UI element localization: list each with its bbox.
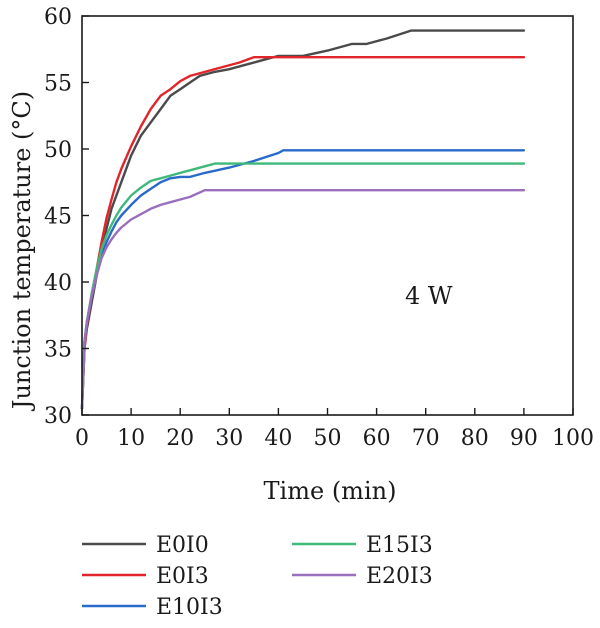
y-tick-label: 55: [44, 72, 72, 97]
x-tick-label: 80: [461, 426, 489, 451]
series-line-e0i0: [80, 29, 526, 410]
plot-frame: [81, 15, 574, 416]
legend-item-e10i3: E10I3: [82, 595, 223, 620]
y-tick-label: 30: [44, 404, 72, 429]
x-tick-label: 100: [552, 426, 594, 451]
legend-item-e0i0: E0I0: [82, 533, 209, 558]
x-tick-label: 60: [363, 426, 391, 451]
x-tick-label: 20: [166, 426, 194, 451]
y-tick-label: 60: [44, 5, 72, 30]
axes-layer: 0 10 20 30 40 50 60 70 80 90 100 30 35 40 45 50 55 60: [44, 5, 594, 451]
legend-label: E15I3: [366, 533, 433, 558]
x-tick-label: 30: [215, 426, 243, 451]
series-layer: [80, 29, 526, 410]
y-tick-label: 45: [44, 205, 72, 230]
legend-label: E20I3: [366, 564, 433, 589]
x-axis-title: Time (min): [264, 477, 397, 505]
x-tick-label: 10: [117, 426, 145, 451]
legend-label: E0I3: [156, 564, 209, 589]
x-tick-label: 90: [510, 426, 538, 451]
legend-label: E0I0: [156, 533, 209, 558]
x-tick-label: 0: [75, 426, 89, 451]
legend: E0I0 E0I3 E10I3 E15I3 E20I3: [82, 533, 433, 620]
x-tick-label: 50: [314, 426, 342, 451]
y-axis-title: Junction temperature (°C): [8, 91, 36, 412]
series-line-e15i3: [80, 162, 526, 410]
legend-item-e20i3: E20I3: [292, 564, 433, 589]
legend-item-e0i3: E0I3: [82, 564, 209, 589]
x-tick-label: 70: [412, 426, 440, 451]
series-line-e0i3: [80, 56, 526, 410]
y-tick-label: 40: [44, 271, 72, 296]
y-tick-label: 50: [44, 138, 72, 163]
annotation-power: 4 W: [405, 282, 453, 310]
legend-label: E10I3: [156, 595, 223, 620]
legend-item-e15i3: E15I3: [292, 533, 433, 558]
series-line-e20i3: [80, 189, 526, 410]
y-tick-label: 35: [44, 338, 72, 363]
x-tick-label: 40: [264, 426, 292, 451]
